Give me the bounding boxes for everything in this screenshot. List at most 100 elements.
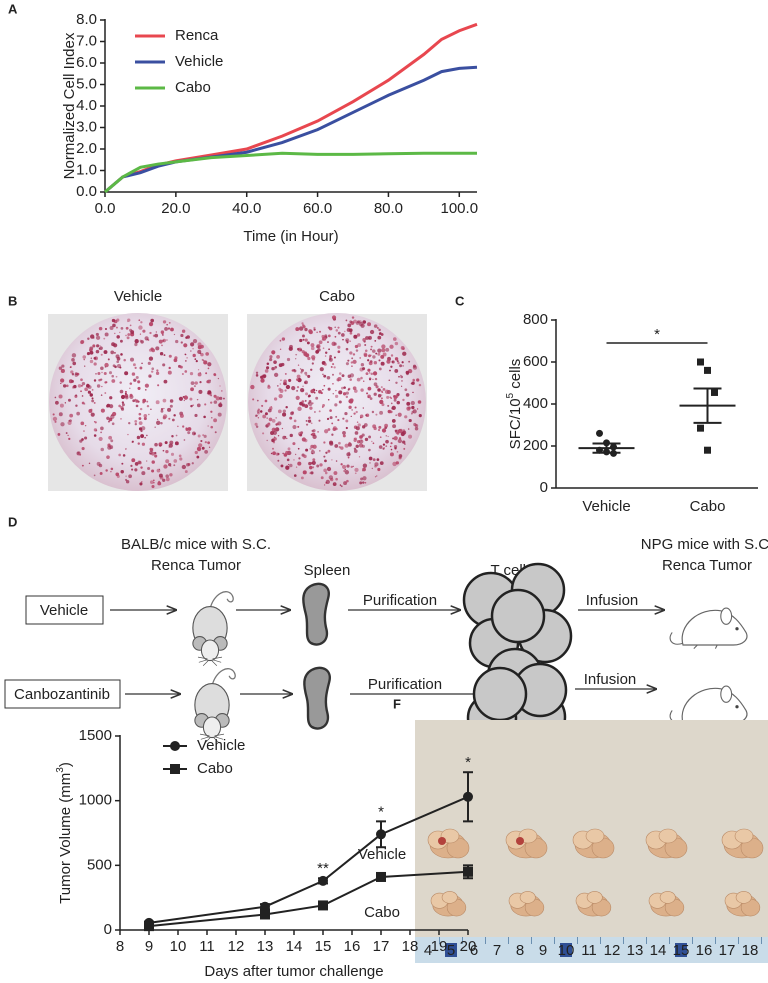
spot xyxy=(323,362,327,366)
spot xyxy=(100,353,103,356)
spot xyxy=(155,400,160,405)
spot xyxy=(326,418,329,420)
spot xyxy=(406,401,411,406)
x-axis-label: Time (in Hour) xyxy=(243,228,338,245)
spot xyxy=(310,343,315,348)
spot xyxy=(368,456,373,461)
spot xyxy=(207,367,210,370)
spot xyxy=(287,447,291,451)
spot xyxy=(275,417,277,419)
spot xyxy=(179,365,183,369)
ruler-label: 14 xyxy=(650,942,667,959)
spot xyxy=(350,361,354,364)
spot xyxy=(154,426,156,428)
spot xyxy=(218,403,223,408)
diagram-header: NPG mice with S.C. xyxy=(641,536,768,553)
spot xyxy=(182,425,185,428)
spot xyxy=(110,470,112,473)
spot xyxy=(390,354,394,357)
spot xyxy=(304,371,308,375)
spot xyxy=(75,394,78,397)
spot xyxy=(337,345,341,349)
spot xyxy=(355,426,360,431)
y-tick-label: 800 xyxy=(523,311,548,328)
spot xyxy=(393,444,398,449)
spot xyxy=(131,458,136,463)
spot xyxy=(171,418,175,422)
spot xyxy=(145,460,148,462)
spot xyxy=(156,369,159,372)
spot xyxy=(84,436,88,440)
y-tick-label: 1.0 xyxy=(76,161,97,178)
treatment-label: Canbozantinib xyxy=(14,686,110,703)
spot xyxy=(98,436,103,441)
spot xyxy=(148,348,152,352)
spot xyxy=(295,395,300,400)
x-tick-label: 20 xyxy=(460,938,477,955)
spot xyxy=(295,378,299,382)
spot xyxy=(308,401,313,407)
spot xyxy=(83,403,86,405)
spot xyxy=(331,433,334,436)
spot xyxy=(361,367,366,371)
spot xyxy=(88,409,93,413)
spot xyxy=(194,413,198,418)
spot xyxy=(267,408,272,413)
spot xyxy=(57,433,61,436)
spot xyxy=(148,374,152,378)
spot xyxy=(394,369,399,373)
spot xyxy=(58,412,63,417)
spot xyxy=(148,451,153,455)
spot xyxy=(352,465,354,468)
y-tick-label: 3.0 xyxy=(76,118,97,135)
spot xyxy=(169,473,173,477)
spot xyxy=(151,469,155,473)
spot xyxy=(158,480,161,483)
spot xyxy=(333,366,336,369)
spot xyxy=(293,474,297,477)
spot xyxy=(199,381,202,384)
spot xyxy=(376,327,379,329)
spot xyxy=(323,441,326,444)
tumor xyxy=(734,828,754,844)
spot xyxy=(65,384,69,388)
spot xyxy=(389,445,392,448)
spot xyxy=(140,481,143,483)
spot xyxy=(92,344,96,348)
spot xyxy=(304,438,308,443)
spot xyxy=(392,424,397,429)
x-tick-label: 9 xyxy=(145,938,153,955)
spot xyxy=(138,421,143,425)
tumor xyxy=(585,828,605,844)
spot xyxy=(104,327,108,331)
spot xyxy=(115,472,120,477)
spot xyxy=(108,443,111,446)
spot xyxy=(402,398,405,402)
tumor xyxy=(735,891,752,904)
spot xyxy=(294,453,297,456)
spot xyxy=(350,415,352,418)
spot xyxy=(310,471,314,475)
spot xyxy=(139,333,142,335)
spot xyxy=(323,384,326,387)
spot xyxy=(262,414,267,419)
spot xyxy=(116,363,122,369)
spot xyxy=(408,360,411,363)
spot xyxy=(116,356,121,361)
spot xyxy=(279,383,281,385)
spot xyxy=(84,365,86,367)
spot xyxy=(337,326,340,329)
spot xyxy=(368,337,371,339)
spot xyxy=(149,331,152,335)
spot xyxy=(100,447,105,452)
diagram-header: Renca Tumor xyxy=(662,557,752,574)
spot xyxy=(89,350,94,355)
spot xyxy=(406,372,409,376)
spot xyxy=(304,381,307,384)
spot xyxy=(377,335,382,340)
spot xyxy=(380,354,385,359)
spot xyxy=(375,352,378,355)
spot xyxy=(148,356,154,361)
spot xyxy=(134,419,138,423)
spot xyxy=(303,351,308,356)
